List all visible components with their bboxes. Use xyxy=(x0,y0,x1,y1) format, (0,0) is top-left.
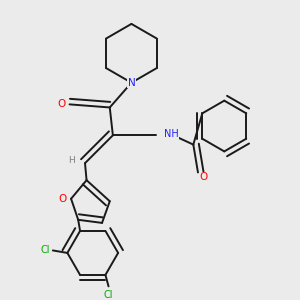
Text: Cl: Cl xyxy=(104,290,113,300)
Text: O: O xyxy=(58,99,66,110)
Text: H: H xyxy=(68,156,74,165)
Text: NH: NH xyxy=(164,129,179,139)
Text: N: N xyxy=(128,78,135,88)
Text: O: O xyxy=(58,194,67,204)
Text: Cl: Cl xyxy=(40,245,50,255)
Text: O: O xyxy=(200,172,208,182)
